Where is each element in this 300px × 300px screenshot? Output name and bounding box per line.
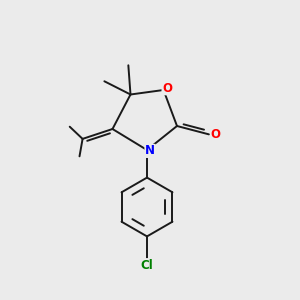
Text: N: N	[145, 144, 155, 158]
Text: O: O	[211, 128, 220, 141]
Text: O: O	[162, 82, 172, 95]
Text: Cl: Cl	[141, 259, 153, 272]
